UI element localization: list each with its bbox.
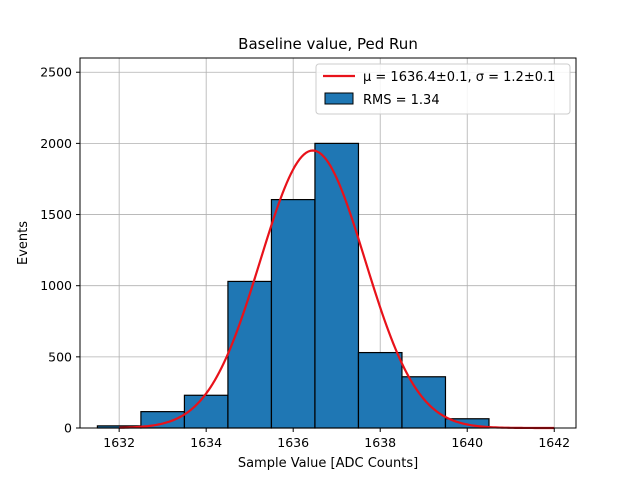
- x-tick-label: 1642: [538, 435, 570, 450]
- histogram-bar: [270, 198, 316, 429]
- legend-histogram-swatch: [324, 92, 354, 105]
- x-axis-label: Sample Value [ADC Counts]: [238, 456, 418, 471]
- legend-entry-rms: RMS = 1.34: [363, 93, 440, 108]
- y-tick-label: 500: [48, 349, 72, 364]
- legend-entry-fit: μ = 1636.4±0.1, σ = 1.2±0.1: [363, 70, 555, 85]
- histogram-bar: [227, 280, 273, 429]
- y-axis-ticks: 0 500 1000 1500 2000 2500: [40, 65, 80, 436]
- x-tick-label: 1632: [103, 435, 135, 450]
- y-axis-label: Events: [16, 221, 31, 265]
- legend: μ = 1636.4±0.1, σ = 1.2±0.1 RMS = 1.34: [315, 63, 571, 115]
- histogram-bar: [183, 394, 229, 429]
- x-axis-ticks: 1632 1634 1636 1638 1640 1642: [103, 428, 570, 450]
- histogram-bar: [314, 142, 360, 429]
- y-tick-label: 2500: [40, 65, 72, 80]
- x-tick-label: 1636: [277, 435, 309, 450]
- x-tick-label: 1638: [364, 435, 396, 450]
- gaussian-fit: [119, 149, 555, 430]
- x-tick-label: 1634: [190, 435, 222, 450]
- histogram-bars: [96, 142, 490, 429]
- histogram-bar: [401, 376, 447, 429]
- y-tick-label: 0: [64, 421, 72, 436]
- chart-title: Baseline value, Ped Run: [238, 35, 418, 53]
- legend-box: [315, 63, 571, 115]
- plot-area-frame: [79, 57, 577, 429]
- y-tick-label: 1000: [40, 278, 72, 293]
- x-tick-label: 1640: [451, 435, 483, 450]
- histogram-bar: [357, 351, 403, 429]
- y-tick-label: 1500: [40, 207, 72, 222]
- fit-curve: [119, 149, 555, 430]
- y-tick-label: 2000: [40, 136, 72, 151]
